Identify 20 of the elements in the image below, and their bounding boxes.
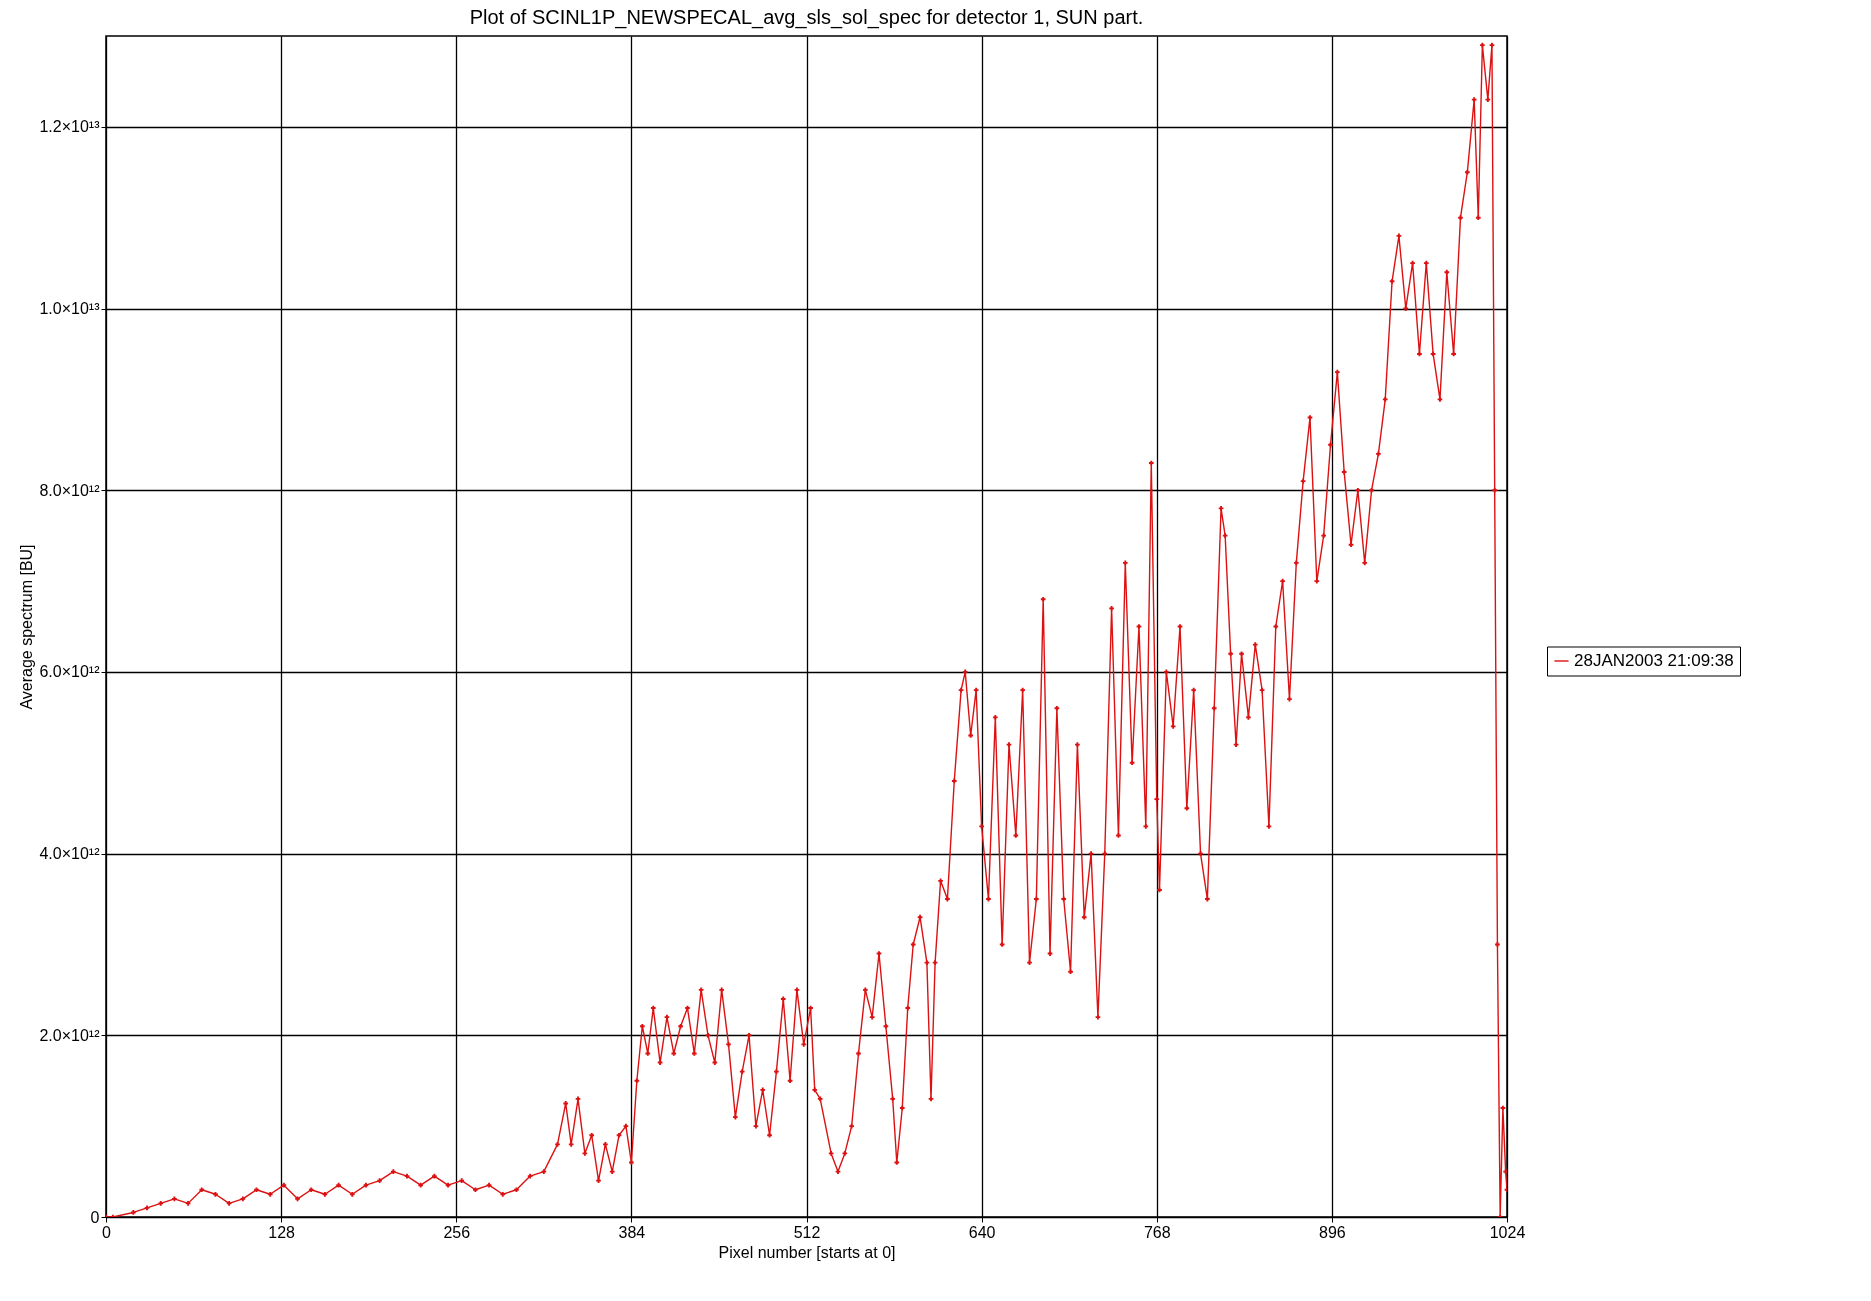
x-axis-title: Pixel number [starts at 0] <box>718 1243 896 1261</box>
y-tick-label: 1.2×10¹³ <box>39 118 101 136</box>
x-tick-label: 640 <box>968 1223 996 1241</box>
x-tick-label: 0 <box>102 1223 112 1241</box>
y-tick-label: 8.0×10¹² <box>39 481 101 499</box>
y-tick-label: 4.0×10¹² <box>39 845 101 863</box>
x-tick-label: 384 <box>618 1223 646 1241</box>
x-tick-label: 896 <box>1319 1223 1346 1241</box>
y-axis-title: Average spectrum [BU] <box>18 544 36 710</box>
x-tick-label: 256 <box>443 1223 471 1241</box>
chart-title: Plot of SCINL1P_NEWSPECAL_avg_sls_sol_spec for detector 1, SUN part. <box>469 6 1144 29</box>
x-tick-label: 1024 <box>1489 1223 1526 1241</box>
y-tick-label: 2.0×10¹² <box>39 1026 101 1044</box>
y-tick-label: 0 <box>90 1208 100 1226</box>
legend-label: 28JAN2003 21:09:38 <box>1574 651 1734 670</box>
y-tick-label: 6.0×10¹² <box>39 663 101 681</box>
x-tick-label: 128 <box>268 1223 296 1241</box>
x-tick-label: 768 <box>1143 1223 1171 1241</box>
y-tick-label: 1.0×10¹³ <box>39 300 101 318</box>
x-tick-label: 512 <box>793 1223 821 1241</box>
